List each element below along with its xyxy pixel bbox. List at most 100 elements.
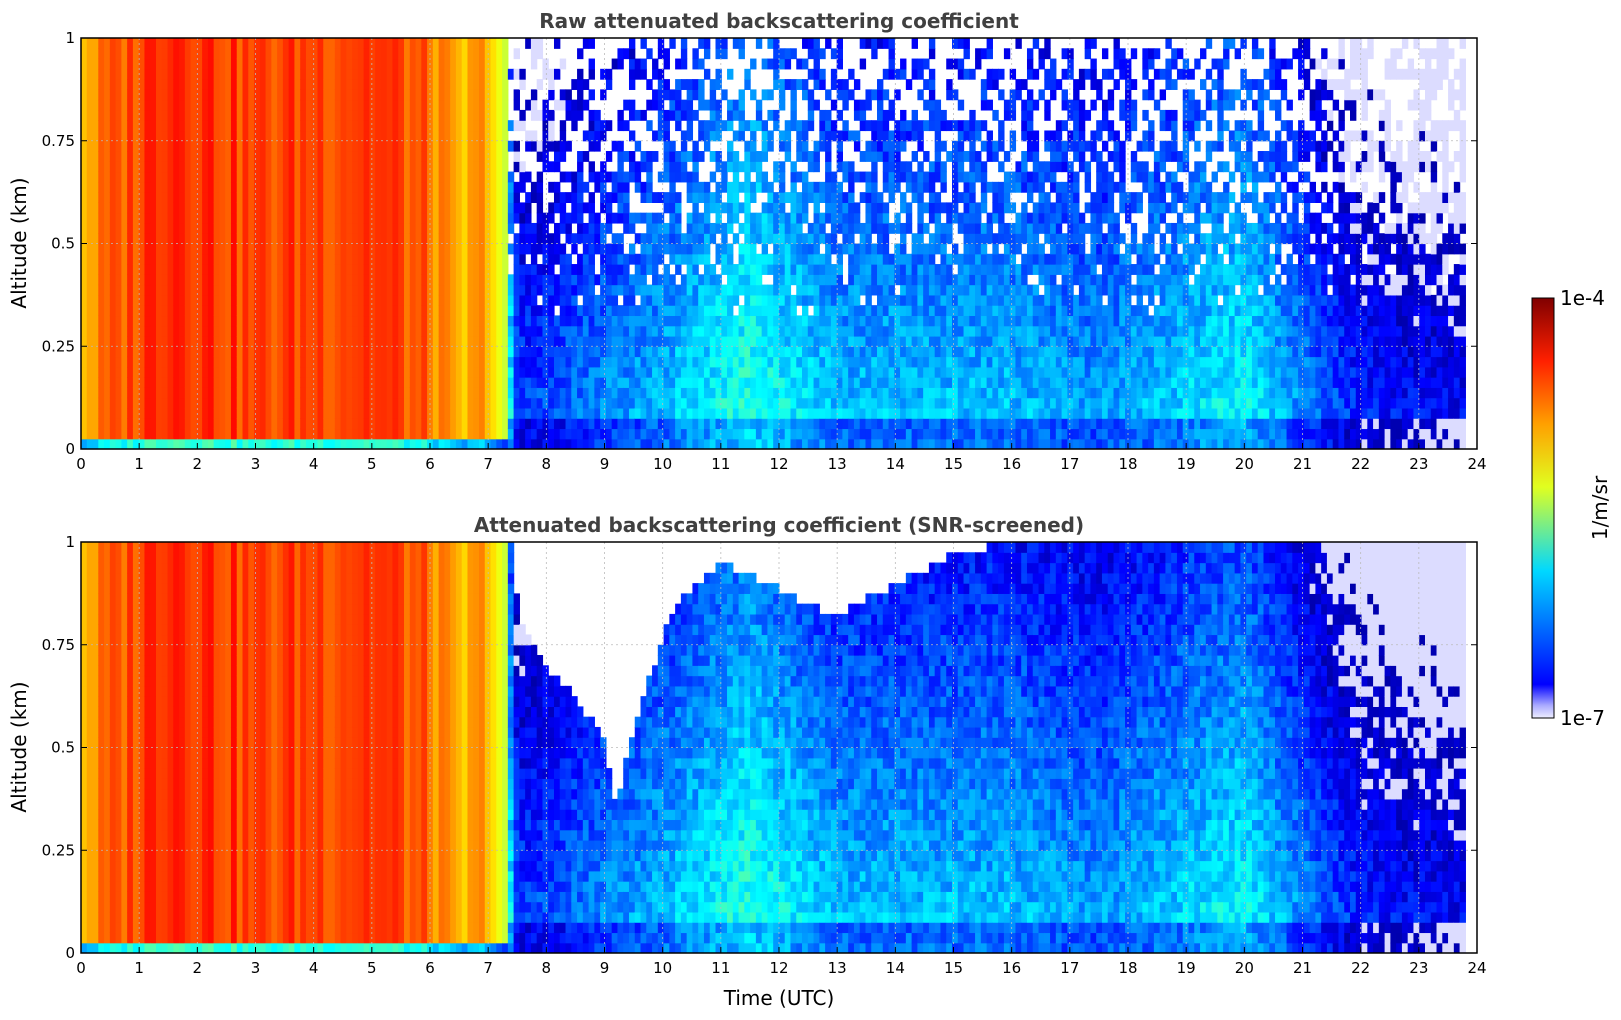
heatmap-cell (248, 38, 255, 49)
heatmap-cell (507, 325, 515, 337)
heatmap-cell (311, 89, 319, 101)
heatmap-cell (865, 346, 872, 358)
heatmap-cell (605, 397, 613, 409)
heatmap-cell (502, 233, 509, 245)
heatmap-cell (455, 68, 463, 80)
heatmap-cell (144, 140, 151, 152)
heatmap-cell (744, 233, 751, 245)
heatmap-cell (703, 335, 711, 347)
heatmap-cell (386, 89, 394, 101)
heatmap-cell (715, 387, 722, 399)
heatmap-cell (738, 120, 745, 132)
heatmap-cell (617, 274, 624, 286)
heatmap-cell (380, 161, 388, 173)
heatmap-cell (582, 274, 590, 286)
heatmap-cell (536, 38, 544, 49)
heatmap-cell (455, 99, 463, 111)
heatmap-cell (259, 346, 267, 358)
heatmap-cell (825, 130, 832, 142)
heatmap-cell (248, 192, 255, 203)
heatmap-cell (496, 315, 503, 327)
heatmap-cell (329, 171, 336, 183)
heatmap-cell (346, 325, 353, 337)
heatmap-cell (92, 171, 99, 183)
heatmap-cell (842, 171, 849, 183)
heatmap-cell (311, 418, 319, 430)
heatmap-cell (329, 202, 336, 214)
heatmap-cell (727, 315, 734, 327)
heatmap-cell (98, 181, 105, 193)
heatmap-cell (634, 438, 642, 449)
heatmap-cell (853, 171, 861, 183)
heatmap-cell (254, 274, 261, 286)
heatmap-cell (202, 171, 209, 183)
heatmap-cell (432, 325, 440, 337)
heatmap-cell (600, 181, 607, 193)
heatmap-cell (104, 264, 111, 275)
heatmap-cell (669, 151, 676, 162)
heatmap-cell (259, 253, 267, 265)
heatmap-cell (138, 397, 146, 409)
heatmap-cell (115, 346, 122, 358)
heatmap-cell (415, 387, 422, 399)
heatmap-cell (109, 68, 117, 80)
heatmap-cell (802, 120, 809, 132)
heatmap-cell (813, 274, 820, 286)
heatmap-cell (138, 89, 146, 101)
heatmap-cell (663, 79, 670, 90)
heatmap-cell (530, 346, 538, 358)
heatmap-cell (577, 315, 584, 327)
heatmap-cell (802, 418, 809, 430)
heatmap-cell (179, 99, 186, 111)
heatmap-cell (352, 387, 359, 399)
heatmap-cell (871, 120, 878, 132)
heatmap-cell (479, 161, 486, 173)
heatmap-cell (652, 387, 659, 399)
heatmap-cell (340, 58, 347, 70)
heatmap-cell (871, 335, 878, 347)
heatmap-cell (848, 315, 855, 327)
heatmap-cell (92, 120, 99, 132)
heatmap-cell (104, 89, 111, 101)
heatmap-cell (455, 181, 463, 193)
heatmap-cell (225, 48, 232, 60)
heatmap-cell (317, 274, 324, 286)
heatmap-cell (317, 438, 324, 449)
heatmap-cell (807, 151, 815, 162)
heatmap-cell (600, 377, 607, 388)
heatmap-cell (675, 284, 682, 296)
heatmap-cell (317, 202, 324, 214)
heatmap-cell (248, 397, 255, 409)
heatmap-cell (375, 171, 382, 183)
heatmap-cell (703, 418, 711, 430)
heatmap-cell (317, 294, 324, 306)
heatmap-cell (461, 294, 469, 306)
heatmap-cell (784, 428, 792, 440)
heatmap-cell (81, 274, 88, 286)
heatmap-cell (871, 253, 878, 265)
heatmap-cell (230, 233, 238, 245)
heatmap-cell (404, 99, 411, 111)
heatmap-cell (409, 161, 417, 173)
heatmap-cell (179, 48, 186, 60)
heatmap-cell (317, 99, 324, 111)
heatmap-cell (334, 356, 342, 368)
heatmap-cell (121, 428, 128, 440)
heatmap-cell (323, 58, 330, 70)
heatmap-cell (127, 109, 134, 121)
heatmap-cell (207, 181, 215, 193)
heatmap-cell (588, 377, 595, 388)
heatmap-cell (115, 315, 122, 327)
heatmap-cell (652, 253, 659, 265)
heatmap-cell (796, 377, 803, 388)
heatmap-cell (807, 274, 815, 286)
heatmap-cell (871, 38, 878, 49)
heatmap-cell (715, 274, 722, 286)
heatmap-cell (323, 243, 330, 255)
heatmap-cell (179, 274, 186, 286)
heatmap-cell (473, 161, 480, 173)
heatmap-cell (254, 222, 261, 234)
heatmap-cell (375, 222, 382, 234)
heatmap-cell (248, 253, 255, 265)
heatmap-cell (611, 294, 619, 306)
